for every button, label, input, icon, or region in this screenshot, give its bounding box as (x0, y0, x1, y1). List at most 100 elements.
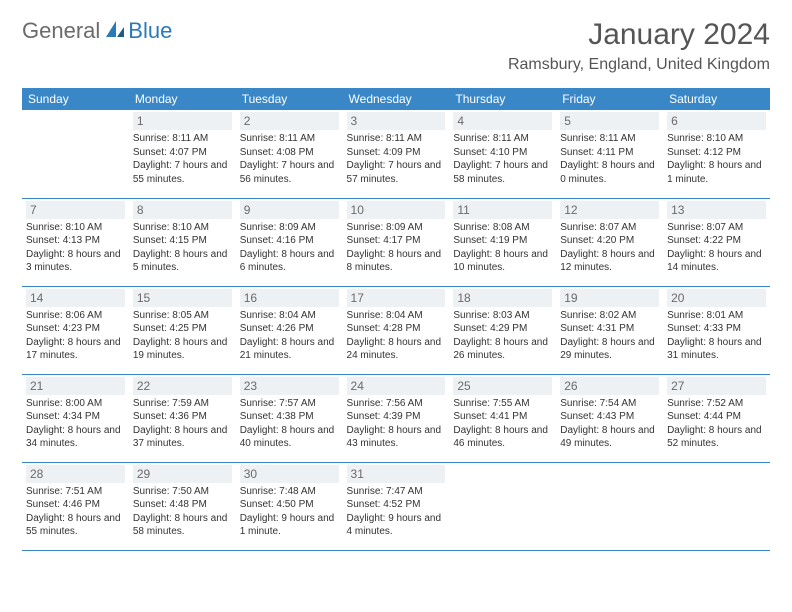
day-number: 14 (26, 289, 125, 307)
calendar-cell: 2Sunrise: 8:11 AMSunset: 4:08 PMDaylight… (236, 110, 343, 198)
calendar-cell: 29Sunrise: 7:50 AMSunset: 4:48 PMDayligh… (129, 462, 236, 550)
daylight-text: Daylight: 8 hours and 0 minutes. (560, 159, 659, 186)
logo-text-blue: Blue (128, 18, 172, 44)
daylight-text: Daylight: 8 hours and 10 minutes. (453, 248, 552, 275)
calendar-cell (556, 462, 663, 550)
sunrise-text: Sunrise: 8:04 AM (240, 309, 339, 323)
sunset-text: Sunset: 4:22 PM (667, 234, 766, 248)
day-info: Sunrise: 8:04 AMSunset: 4:28 PMDaylight:… (347, 309, 446, 363)
calendar-cell (22, 110, 129, 198)
daylight-text: Daylight: 8 hours and 19 minutes. (133, 336, 232, 363)
calendar-body: 1Sunrise: 8:11 AMSunset: 4:07 PMDaylight… (22, 110, 770, 550)
day-number: 1 (133, 112, 232, 130)
calendar-cell (663, 462, 770, 550)
day-info: Sunrise: 8:08 AMSunset: 4:19 PMDaylight:… (453, 221, 552, 275)
day-info: Sunrise: 8:11 AMSunset: 4:10 PMDaylight:… (453, 132, 552, 186)
day-number: 21 (26, 377, 125, 395)
sunrise-text: Sunrise: 7:48 AM (240, 485, 339, 499)
daylight-text: Daylight: 8 hours and 43 minutes. (347, 424, 446, 451)
calendar-table: Sunday Monday Tuesday Wednesday Thursday… (22, 88, 770, 551)
sunrise-text: Sunrise: 8:07 AM (560, 221, 659, 235)
month-title: January 2024 (508, 18, 770, 52)
sunrise-text: Sunrise: 7:51 AM (26, 485, 125, 499)
day-number: 8 (133, 201, 232, 219)
calendar-row: 28Sunrise: 7:51 AMSunset: 4:46 PMDayligh… (22, 462, 770, 550)
sunrise-text: Sunrise: 7:55 AM (453, 397, 552, 411)
day-number: 13 (667, 201, 766, 219)
day-number: 26 (560, 377, 659, 395)
calendar-cell: 10Sunrise: 8:09 AMSunset: 4:17 PMDayligh… (343, 198, 450, 286)
sunset-text: Sunset: 4:25 PM (133, 322, 232, 336)
day-number: 11 (453, 201, 552, 219)
sunset-text: Sunset: 4:16 PM (240, 234, 339, 248)
sunrise-text: Sunrise: 7:50 AM (133, 485, 232, 499)
calendar-cell: 3Sunrise: 8:11 AMSunset: 4:09 PMDaylight… (343, 110, 450, 198)
calendar-cell: 4Sunrise: 8:11 AMSunset: 4:10 PMDaylight… (449, 110, 556, 198)
calendar-cell: 7 Sunrise: 8:10 AMSunset: 4:13 PMDaylight… (22, 198, 129, 286)
daylight-text: Daylight: 8 hours and 1 minute. (667, 159, 766, 186)
sunrise-text: Sunrise: 7:54 AM (560, 397, 659, 411)
calendar-cell: 18Sunrise: 8:03 AMSunset: 4:29 PMDayligh… (449, 286, 556, 374)
day-info: Sunrise: 8:09 AMSunset: 4:17 PMDaylight:… (347, 221, 446, 275)
sunrise-text: Sunrise: 7:57 AM (240, 397, 339, 411)
day-info: Sunrise: 8:06 AMSunset: 4:23 PMDaylight:… (26, 309, 125, 363)
day-header: Wednesday (343, 88, 450, 110)
day-info: Sunrise: 7:48 AMSunset: 4:50 PMDaylight:… (240, 485, 339, 539)
sunset-text: Sunset: 4:29 PM (453, 322, 552, 336)
sunset-text: Sunset: 4:34 PM (26, 410, 125, 424)
daylight-text: Daylight: 8 hours and 6 minutes. (240, 248, 339, 275)
sunrise-text: Sunrise: 8:08 AM (453, 221, 552, 235)
day-number: 24 (347, 377, 446, 395)
day-info: Sunrise: 8:04 AMSunset: 4:26 PMDaylight:… (240, 309, 339, 363)
day-info: Sunrise: 8:10 AMSunset: 4:13 PMDaylight:… (26, 221, 125, 275)
day-info: Sunrise: 8:11 AMSunset: 4:11 PMDaylight:… (560, 132, 659, 186)
daylight-text: Daylight: 7 hours and 56 minutes. (240, 159, 339, 186)
day-info: Sunrise: 8:07 AMSunset: 4:20 PMDaylight:… (560, 221, 659, 275)
sunset-text: Sunset: 4:13 PM (26, 234, 125, 248)
logo: General Blue (22, 18, 172, 44)
sunset-text: Sunset: 4:41 PM (453, 410, 552, 424)
day-header: Friday (556, 88, 663, 110)
sunset-text: Sunset: 4:26 PM (240, 322, 339, 336)
sunset-text: Sunset: 4:11 PM (560, 146, 659, 160)
calendar-cell: 28Sunrise: 7:51 AMSunset: 4:46 PMDayligh… (22, 462, 129, 550)
sunset-text: Sunset: 4:36 PM (133, 410, 232, 424)
sunset-text: Sunset: 4:33 PM (667, 322, 766, 336)
calendar-cell: 17Sunrise: 8:04 AMSunset: 4:28 PMDayligh… (343, 286, 450, 374)
sunrise-text: Sunrise: 8:02 AM (560, 309, 659, 323)
daylight-text: Daylight: 8 hours and 37 minutes. (133, 424, 232, 451)
calendar-cell: 13Sunrise: 8:07 AMSunset: 4:22 PMDayligh… (663, 198, 770, 286)
day-header: Sunday (22, 88, 129, 110)
daylight-text: Daylight: 8 hours and 55 minutes. (26, 512, 125, 539)
calendar-cell: 1Sunrise: 8:11 AMSunset: 4:07 PMDaylight… (129, 110, 236, 198)
day-number: 9 (240, 201, 339, 219)
day-info: Sunrise: 8:02 AMSunset: 4:31 PMDaylight:… (560, 309, 659, 363)
day-number: 20 (667, 289, 766, 307)
sunrise-text: Sunrise: 7:56 AM (347, 397, 446, 411)
calendar-cell: 25Sunrise: 7:55 AMSunset: 4:41 PMDayligh… (449, 374, 556, 462)
daylight-text: Daylight: 8 hours and 8 minutes. (347, 248, 446, 275)
sunrise-text: Sunrise: 8:01 AM (667, 309, 766, 323)
sunrise-text: Sunrise: 8:11 AM (240, 132, 339, 146)
calendar-cell: 6Sunrise: 8:10 AMSunset: 4:12 PMDaylight… (663, 110, 770, 198)
day-number: 22 (133, 377, 232, 395)
sunrise-text: Sunrise: 7:47 AM (347, 485, 446, 499)
sunset-text: Sunset: 4:19 PM (453, 234, 552, 248)
day-number: 30 (240, 465, 339, 483)
sunrise-text: Sunrise: 8:05 AM (133, 309, 232, 323)
day-header: Thursday (449, 88, 556, 110)
day-info: Sunrise: 7:51 AMSunset: 4:46 PMDaylight:… (26, 485, 125, 539)
day-number: 19 (560, 289, 659, 307)
calendar-cell: 27Sunrise: 7:52 AMSunset: 4:44 PMDayligh… (663, 374, 770, 462)
logo-text-general: General (22, 18, 100, 44)
sunset-text: Sunset: 4:44 PM (667, 410, 766, 424)
day-number: 7 (26, 201, 125, 219)
sunset-text: Sunset: 4:38 PM (240, 410, 339, 424)
sunrise-text: Sunrise: 8:11 AM (133, 132, 232, 146)
day-number: 2 (240, 112, 339, 130)
sunset-text: Sunset: 4:20 PM (560, 234, 659, 248)
daylight-text: Daylight: 8 hours and 12 minutes. (560, 248, 659, 275)
day-info: Sunrise: 8:00 AMSunset: 4:34 PMDaylight:… (26, 397, 125, 451)
day-header: Monday (129, 88, 236, 110)
day-info: Sunrise: 7:55 AMSunset: 4:41 PMDaylight:… (453, 397, 552, 451)
